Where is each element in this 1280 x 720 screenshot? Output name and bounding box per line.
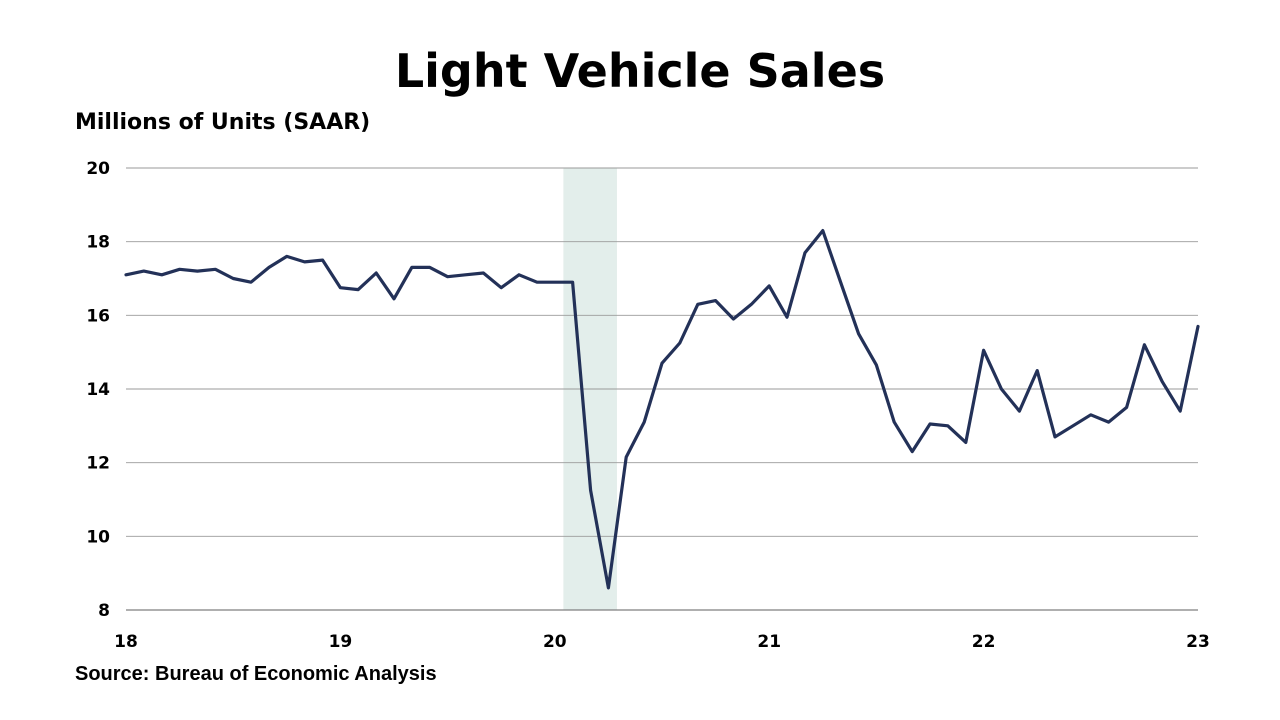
y-tick-label: 10	[86, 527, 110, 547]
x-tick-label: 18	[114, 632, 138, 652]
x-tick-label: 23	[1186, 632, 1210, 652]
y-tick-label: 14	[86, 380, 110, 400]
x-tick-label: 22	[972, 632, 996, 652]
series-line	[124, 229, 1200, 590]
x-tick-label: 21	[757, 632, 781, 652]
y-tick-label: 18	[86, 233, 110, 253]
y-axis-ticks: 8 10 12 14 16 18 20	[86, 159, 110, 621]
source-note: Source: Bureau of Economic Analysis	[75, 663, 437, 685]
series-layer	[124, 229, 1200, 590]
chart-title: Light Vehicle Sales	[394, 44, 886, 98]
y-tick-label: 20	[86, 159, 110, 179]
x-axis-ticks: 18 19 20 21 22 23	[114, 632, 1210, 652]
y-tick-label: 12	[86, 454, 110, 474]
gridlines	[126, 167, 1198, 611]
y-tick-label: 16	[86, 306, 110, 326]
x-tick-label: 19	[329, 632, 353, 652]
x-tick-label: 20	[543, 632, 567, 652]
y-axis-label: Millions of Units (SAAR)	[75, 110, 371, 135]
y-tick-label: 8	[98, 601, 110, 621]
